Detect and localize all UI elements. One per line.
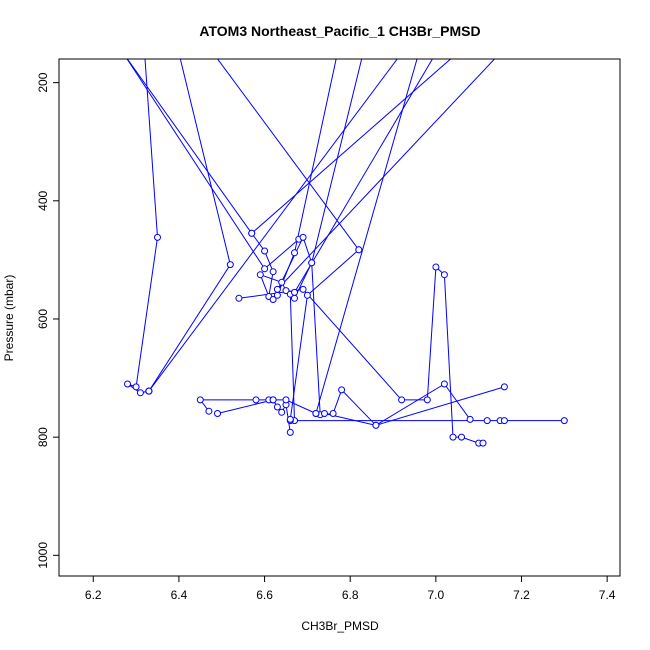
points-layer: [124, 229, 568, 447]
data-point: [479, 439, 487, 447]
data-point: [449, 433, 457, 441]
plot-frame: [58, 58, 621, 577]
data-point: [214, 410, 221, 417]
data-point: [500, 417, 508, 425]
data-point: [269, 268, 277, 276]
chart-title: ATOM3 Northeast_Pacific_1 CH3Br_PMSD: [199, 23, 480, 39]
data-point: [321, 410, 328, 417]
series-line: [216, 59, 360, 251]
x-axis-label: CH3Br_PMSD: [301, 619, 379, 633]
x-tick-label: 7.4: [599, 588, 616, 602]
data-point: [145, 387, 153, 395]
data-point: [299, 285, 307, 293]
data-point: [278, 278, 286, 286]
data-point: [124, 380, 131, 388]
data-point: [269, 296, 277, 303]
series-line: [277, 59, 496, 290]
data-point: [338, 386, 346, 394]
data-point: [196, 396, 204, 404]
data-point: [291, 288, 298, 296]
data-point: [299, 233, 307, 241]
data-point: [261, 247, 269, 255]
series-line: [251, 59, 452, 234]
x-tick-label: 7.0: [428, 588, 445, 602]
data-point: [308, 259, 316, 267]
series-line: [315, 59, 418, 414]
data-point: [282, 396, 290, 404]
data-point: [235, 294, 243, 302]
data-point: [286, 415, 294, 423]
data-point: [560, 417, 568, 425]
data-point: [226, 261, 234, 269]
data-point: [205, 407, 213, 415]
data-point: [432, 263, 440, 271]
y-tick-label: 1000: [36, 542, 50, 569]
y-tick-label: 400: [36, 190, 50, 210]
data-point: [303, 291, 311, 299]
data-point: [278, 408, 286, 416]
data-point: [466, 415, 474, 423]
y-tick-label: 200: [36, 72, 50, 92]
data-point: [261, 265, 269, 273]
x-tick-label: 6.4: [171, 588, 188, 602]
data-point: [440, 271, 448, 279]
x-tick-label: 6.2: [85, 588, 102, 602]
y-axis-label: Pressure (mbar): [2, 275, 16, 362]
data-point: [273, 403, 281, 411]
y-tick-label: 600: [36, 309, 50, 329]
plot-area: [58, 58, 621, 577]
x-tick-label: 7.2: [513, 588, 530, 602]
data-point: [440, 380, 448, 388]
data-point: [458, 433, 465, 441]
data-point: [423, 396, 431, 404]
data-point: [252, 396, 260, 404]
data-point: [286, 428, 294, 436]
data-point: [291, 294, 298, 302]
data-point: [154, 233, 161, 241]
data-point: [398, 396, 406, 404]
y-axis: 200 400 600 800 1000: [36, 72, 59, 569]
data-point: [372, 421, 380, 429]
data-point: [291, 249, 298, 257]
data-point: [273, 291, 281, 299]
data-point: [269, 396, 277, 404]
data-point: [312, 410, 320, 417]
data-point: [256, 271, 264, 279]
data-point: [500, 383, 508, 391]
data-point: [136, 389, 144, 397]
x-axis: 6.2 6.4 6.6 6.8 7.0 7.2 7.4: [85, 576, 616, 602]
series-line: [238, 265, 483, 444]
y-tick-label: 800: [36, 427, 50, 447]
data-point: [483, 417, 491, 425]
x-tick-label: 6.6: [256, 588, 273, 602]
series-line: [148, 59, 398, 392]
data-point: [329, 410, 337, 417]
x-tick-label: 6.8: [342, 588, 359, 602]
data-point: [355, 246, 363, 254]
data-point: [248, 229, 256, 237]
data-point: [273, 285, 281, 293]
data-point: [132, 383, 140, 391]
